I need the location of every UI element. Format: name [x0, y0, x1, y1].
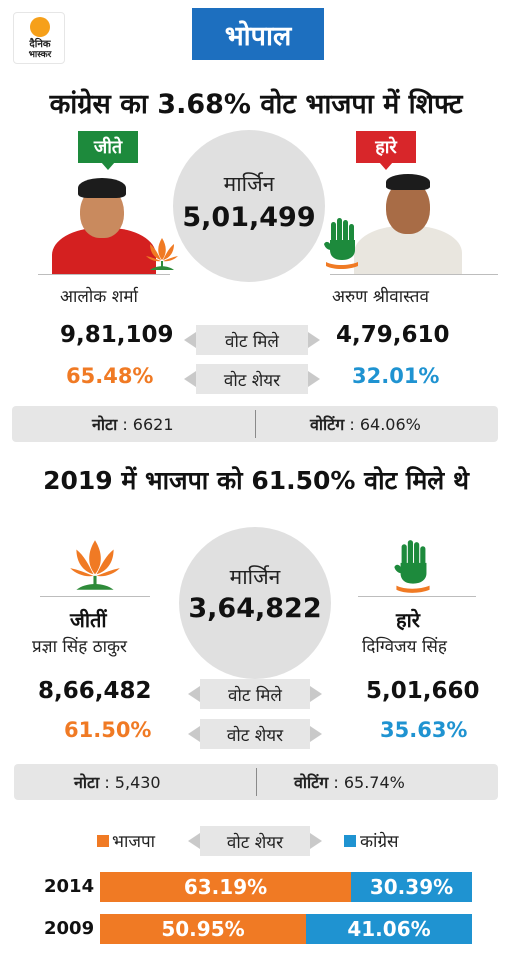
- loser-share-2019: 35.63%: [380, 718, 468, 742]
- winner-name-2019: प्रज्ञा सिंह ठाकुर: [32, 637, 127, 657]
- winner-votes-2019: 8,66,482: [38, 678, 152, 704]
- winner-share-2019: 61.50%: [64, 718, 152, 742]
- bar-segment-bjp: 50.95%: [100, 914, 306, 944]
- city-title: भोपाल: [192, 8, 324, 60]
- turnout-label: वोटिंग: [310, 415, 345, 434]
- loser-name: अरुण श्रीवास्तव: [332, 287, 429, 307]
- nota-value-2019: : 5,430: [104, 772, 161, 792]
- bar-year-label: 2014: [44, 876, 95, 897]
- loser-status-2019: हारे: [396, 608, 420, 632]
- bar-segment-inc: 41.06%: [306, 914, 472, 944]
- headline: कांग्रेस का 3.68% वोट भाजपा में शिफ्ट: [49, 89, 463, 120]
- nota-stat-2019: नोटा : 5,430: [74, 764, 161, 800]
- nota-label: नोटा: [92, 415, 118, 434]
- bar-year-label: 2009: [44, 918, 95, 939]
- margin-label-2019: मार्जिन: [229, 565, 281, 589]
- bar-segment-bjp: 63.19%: [100, 872, 351, 902]
- legend-inc: कांग्रेस: [360, 832, 399, 852]
- margin-circle: मार्जिन 5,01,499: [173, 130, 325, 282]
- loser-name-2019: दिग्विजय सिंह: [362, 637, 447, 657]
- subheadline: 2019 में भाजपा को 61.50% वोट मिले थे: [43, 466, 469, 495]
- turnout-value-2019: : 65.74%: [333, 772, 405, 792]
- legend-swatch-bjp: [97, 835, 109, 847]
- logo-text-line2: भास्कर: [28, 50, 52, 60]
- bar-segment-inc: 30.39%: [351, 872, 472, 902]
- winner-votes: 9,81,109: [60, 322, 174, 348]
- loser-votes: 4,79,610: [336, 322, 450, 348]
- loser-portrait: [352, 166, 464, 274]
- votes-label: वोट मिले: [184, 325, 320, 355]
- loser-share: 32.01%: [352, 364, 440, 388]
- divider-line: [330, 274, 498, 275]
- lotus-icon: [146, 238, 178, 270]
- nota-label-2019: नोटा: [74, 773, 100, 792]
- margin-label: मार्जिन: [223, 172, 275, 196]
- divider-line: [40, 596, 150, 597]
- hand-icon: [324, 218, 358, 269]
- legend-title: वोट शेयर: [188, 826, 322, 856]
- stats-bar: नोटा : 6621 वोटिंग : 64.06%: [12, 406, 498, 442]
- stats-divider-2019: [256, 768, 257, 796]
- dainik-bhaskar-logo: दैनिक भास्कर: [13, 12, 65, 64]
- nota-stat: नोटा : 6621: [92, 406, 174, 442]
- hand-icon: [394, 540, 430, 593]
- winner-share: 65.48%: [66, 364, 154, 388]
- turnout-stat-2019: वोटिंग : 65.74%: [294, 764, 405, 800]
- nota-value: : 6621: [122, 414, 174, 434]
- lotus-icon: [70, 540, 120, 590]
- winner-portrait: [48, 170, 158, 274]
- loser-votes-2019: 5,01,660: [366, 678, 480, 704]
- margin-circle-2019: मार्जिन 3,64,822: [179, 527, 331, 679]
- turnout-label-2019: वोटिंग: [294, 773, 329, 792]
- turnout-stat: वोटिंग : 64.06%: [310, 406, 421, 442]
- share-label: वोट शेयर: [184, 364, 320, 394]
- sun-icon: [30, 17, 50, 37]
- votes-label-2019: वोट मिले: [188, 679, 322, 709]
- legend-bjp: भाजपा: [112, 832, 156, 852]
- history-bars: 2014 63.19% 30.39% 2009 50.95% 41.06%: [0, 872, 512, 944]
- margin-value: 5,01,499: [182, 202, 316, 233]
- legend-swatch-inc: [344, 835, 356, 847]
- share-label-2019: वोट शेयर: [188, 719, 322, 749]
- winner-status-2019: जीतीं: [70, 608, 107, 632]
- stats-bar-2019: नोटा : 5,430 वोटिंग : 65.74%: [14, 764, 498, 800]
- turnout-value: : 64.06%: [349, 414, 421, 434]
- winner-name: आलोक शर्मा: [60, 287, 138, 307]
- margin-value-2019: 3,64,822: [188, 593, 322, 624]
- stats-divider: [255, 410, 256, 438]
- divider-line: [38, 274, 170, 275]
- lost-badge: हारे: [356, 131, 416, 170]
- divider-line: [358, 596, 476, 597]
- won-badge: जीते: [78, 131, 138, 170]
- logo-text-line1: दैनिक: [29, 39, 51, 50]
